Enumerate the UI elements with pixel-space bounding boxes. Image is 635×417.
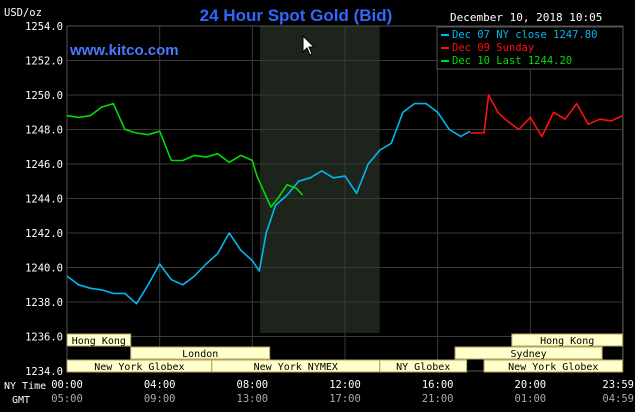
session-bar: NY Globex — [379, 359, 468, 373]
x-tick-label-ny: 04:00 — [144, 379, 176, 391]
x-tick-label-ny: 20:00 — [515, 379, 547, 391]
nymex-highlight-band — [260, 26, 380, 333]
x-tick-label-gmt: 21:00 — [422, 393, 454, 405]
legend-item: Dec 07 NY close 1247.80 — [441, 29, 597, 41]
date-stamp: December 10, 2018 10:05 — [450, 11, 602, 24]
x-tick-label-gmt: 01:00 — [515, 393, 547, 405]
session-bar-box — [454, 346, 603, 360]
session-bar: Hong Kong — [66, 333, 132, 347]
y-tick-label: 1252.0 — [25, 56, 63, 68]
y-tick-label: 1250.0 — [25, 90, 63, 102]
x-tick-label-ny: 23:59 — [602, 379, 634, 391]
x-tick-label-gmt: 05:00 — [51, 393, 83, 405]
legend-label: Dec 10 Last 1244.20 — [452, 55, 572, 67]
grid-lines — [66, 25, 624, 372]
y-tick-label: 1246.0 — [25, 159, 63, 171]
session-bar: London — [130, 346, 271, 360]
chart-title: 24 Hour Spot Gold (Bid) — [200, 6, 393, 25]
y-tick-label: 1234.0 — [25, 366, 63, 378]
session-label: London — [182, 349, 218, 360]
series-line-dec-09 — [470, 94, 623, 138]
x-tick-label-gmt: 09:00 — [144, 393, 176, 405]
x-tick-label-ny: 16:00 — [422, 379, 454, 391]
x-tick-label-ny: 12:00 — [329, 379, 361, 391]
legend-box — [436, 26, 624, 70]
market-sessions: Hong Kong London New York Globex New York N… — [66, 333, 624, 373]
session-label: Sydney — [511, 349, 547, 360]
session-bar-box — [130, 346, 271, 360]
y-tick-labels: 1234.0 1236.0 1238.0 1240.0 1242.0 1244.0 1246… — [25, 21, 63, 378]
series-lines — [66, 94, 623, 305]
legend-label: Dec 09 Sunday — [452, 42, 534, 54]
session-bar-box — [483, 359, 624, 373]
session-label: NY Globex — [396, 362, 450, 373]
cursor-icon — [302, 34, 316, 56]
y-tick-label: 1248.0 — [25, 125, 63, 137]
series-line-dec-07 — [66, 102, 471, 305]
y-tick-label: 1244.0 — [25, 194, 63, 206]
session-bar: Hong Kong — [511, 333, 624, 347]
session-bar-box — [66, 333, 132, 347]
session-bar: New York NYMEX — [211, 359, 381, 373]
session-bar: New York Globex — [66, 359, 213, 373]
y-tick-label: 1240.0 — [25, 263, 63, 275]
session-bar: New York Globex — [483, 359, 624, 373]
x-tick-label-ny: 00:00 — [51, 379, 83, 391]
legend-label: Dec 07 NY close 1247.80 — [452, 29, 597, 41]
watermark-text: www.kitco.com — [69, 42, 179, 59]
session-label: Hong Kong — [72, 336, 126, 347]
session-label: Hong Kong — [540, 336, 594, 347]
x-tick-label-ny: 08:00 — [237, 379, 269, 391]
x-tick-label-gmt: 04:59 — [602, 393, 634, 405]
x-axis-ny-label: NY Time — [4, 381, 46, 392]
session-label: New York Globex — [508, 362, 598, 373]
y-tick-label: 1254.0 — [25, 21, 63, 33]
x-tick-label-gmt: 13:00 — [237, 393, 269, 405]
session-label: New York Globex — [94, 362, 184, 373]
legend-item: Dec 09 Sunday — [441, 42, 534, 54]
session-bar-box — [379, 359, 468, 373]
legend-item: Dec 10 Last 1244.20 — [441, 55, 572, 67]
x-tick-labels: 00:00 05:00 04:00 09:00 08:00 13:00 12:00 17:00… — [51, 379, 634, 405]
y-tick-label: 1238.0 — [25, 297, 63, 309]
nymex-highlight — [260, 26, 380, 333]
y-tick-label: 1242.0 — [25, 228, 63, 240]
y-tick-label: 1236.0 — [25, 332, 63, 344]
unit-label: USD/oz — [4, 7, 42, 19]
x-axis-gmt-label: GMT — [12, 395, 30, 406]
x-tick-label-gmt: 17:00 — [329, 393, 361, 405]
session-bar-box — [511, 333, 624, 347]
session-bar: Sydney — [454, 346, 603, 360]
series-line-dec-10 — [66, 102, 304, 208]
session-label: New York NYMEX — [254, 362, 338, 373]
